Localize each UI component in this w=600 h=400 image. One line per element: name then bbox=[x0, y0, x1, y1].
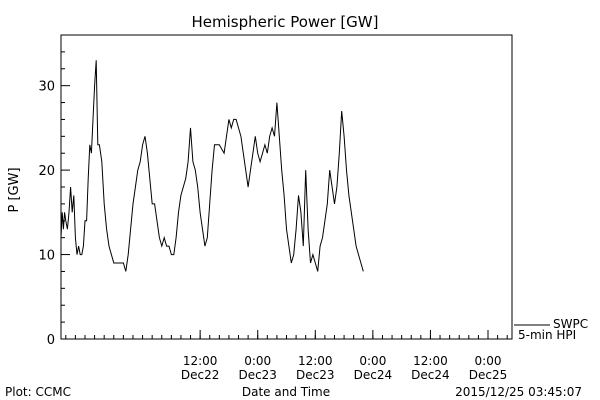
series-line-hpi bbox=[60, 60, 364, 272]
x-tick-time-label: 0:00 bbox=[359, 354, 386, 368]
chart-title: Hemispheric Power [GW] bbox=[192, 13, 379, 31]
legend-entry-swpc: SWPC bbox=[553, 317, 588, 331]
y-tick-label: 20 bbox=[38, 164, 55, 179]
x-tick-date-label: Dec24 bbox=[354, 368, 393, 382]
y-minor-ticks bbox=[61, 34, 65, 323]
legend-entry-hpi: 5-min HPI bbox=[518, 328, 576, 342]
x-tick-time-label: 12:00 bbox=[413, 354, 448, 368]
x-axis-ticks: 12:00Dec220:00Dec2312:00Dec230:00Dec2412… bbox=[181, 330, 507, 382]
x-tick-date-label: Dec25 bbox=[469, 368, 508, 382]
x-tick-date-label: Dec23 bbox=[238, 368, 277, 382]
y-axis-label: P [GW] bbox=[7, 167, 22, 212]
footer-center: Date and Time bbox=[242, 385, 330, 399]
x-tick-date-label: Dec22 bbox=[181, 368, 220, 382]
x-minor-ticks bbox=[65, 335, 508, 339]
legend: SWPC 5-min HPI bbox=[514, 317, 588, 342]
x-tick-time-label: 12:00 bbox=[298, 354, 333, 368]
x-tick-date-label: Dec23 bbox=[296, 368, 335, 382]
x-tick-date-label: Dec24 bbox=[411, 368, 450, 382]
y-tick-label: 10 bbox=[38, 249, 55, 264]
y-axis-ticks: 0 10 20 30 bbox=[38, 80, 70, 348]
footer-left: Plot: CCMC bbox=[5, 385, 71, 399]
y-tick-label: 0 bbox=[47, 333, 55, 348]
footer-right: 2015/12/25 03:45:07 bbox=[455, 385, 582, 399]
x-tick-time-label: 12:00 bbox=[183, 354, 218, 368]
y-tick-label: 30 bbox=[38, 80, 55, 95]
x-tick-time-label: 0:00 bbox=[475, 354, 502, 368]
plot-frame bbox=[60, 34, 513, 340]
x-tick-time-label: 0:00 bbox=[244, 354, 271, 368]
